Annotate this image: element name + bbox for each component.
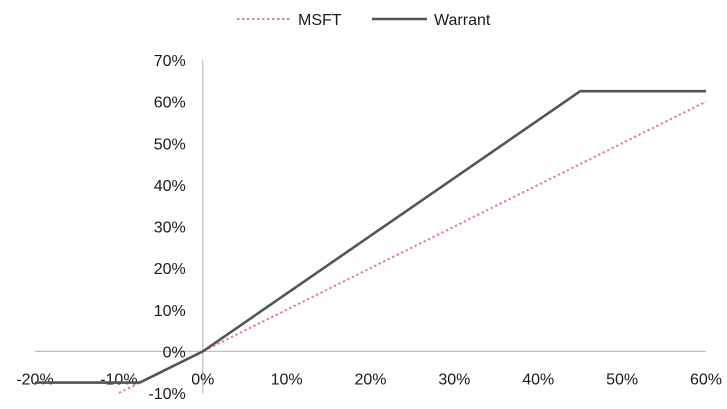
y-tick-labels: -10% 0% 10% 20% 30% 40% 50% 60% 70% [148,53,185,403]
x-tick-label: -10% [100,371,137,388]
series-line-warrant [35,89,706,384]
x-tick-label: 30% [438,371,470,388]
x-tick-label: 10% [271,371,303,388]
y-tick-label: 30% [154,220,186,237]
y-tick-label: 50% [154,136,186,153]
x-tick-label: 0% [191,371,214,388]
y-tick-label: 60% [154,95,186,112]
x-tick-labels: -20% -10% 0% 10% 20% 30% 40% 50% 60% [16,371,722,388]
x-tick-label: -20% [16,371,53,388]
y-tick-label: 40% [154,178,186,195]
series-line-msft [118,100,707,394]
y-tick-label: 10% [154,303,186,320]
y-tick-label: -10% [148,386,185,403]
y-tick-label: 70% [154,53,186,70]
x-tick-label: 50% [606,371,638,388]
x-tick-label: 40% [522,371,554,388]
legend-label-msft: MSFT [298,12,342,29]
x-tick-label: 60% [690,371,722,388]
legend: MSFT Warrant [237,12,491,29]
axes [35,60,706,393]
legend-label-warrant: Warrant [434,12,491,29]
y-tick-label: 0% [163,344,186,361]
series-lines [35,89,707,394]
y-tick-label: 20% [154,261,186,278]
x-tick-label: 20% [354,371,386,388]
